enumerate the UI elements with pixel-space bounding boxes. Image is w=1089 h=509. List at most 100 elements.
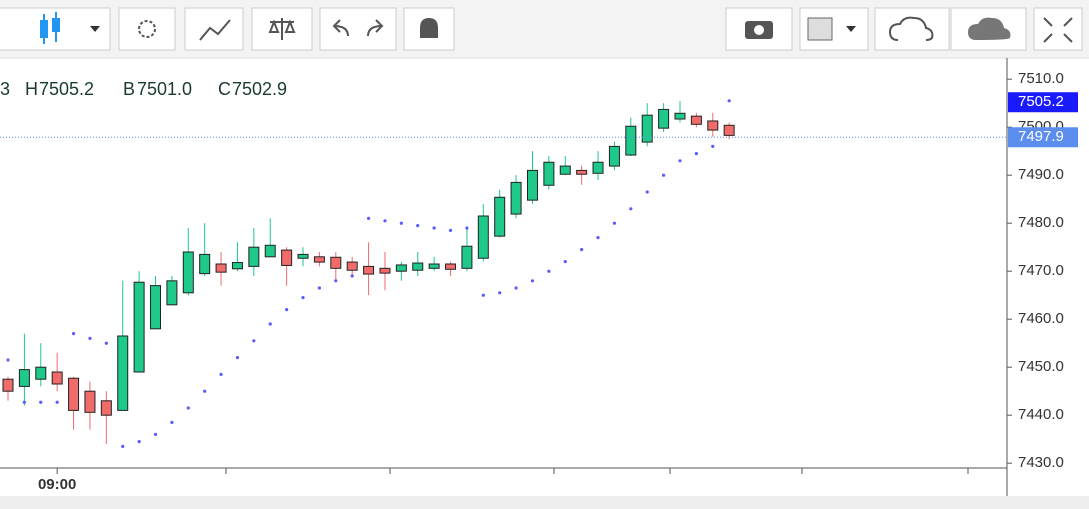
- undo-icon: [332, 19, 349, 37]
- sar-dot: [334, 279, 338, 283]
- compare-button[interactable]: [251, 7, 313, 51]
- dropdown-arrow: [846, 26, 856, 32]
- sar-dot: [629, 207, 633, 211]
- settings-button[interactable]: [118, 7, 176, 51]
- sar-dot: [39, 400, 43, 404]
- y-tick-label: 7470.0: [1018, 262, 1064, 279]
- candle-body: [559, 165, 571, 175]
- sar-dot: [563, 260, 567, 264]
- scale-icon: [268, 18, 296, 40]
- price-tag: [1008, 127, 1078, 148]
- sar-dot: [399, 221, 403, 225]
- candle-body: [150, 285, 162, 330]
- sar-dot: [366, 216, 371, 220]
- readout-label: H: [25, 79, 38, 99]
- y-tick-label: 7510.0: [1018, 70, 1064, 87]
- sar-dot: [317, 286, 322, 290]
- candle-body: [117, 335, 129, 411]
- color-swatch: [807, 17, 833, 41]
- candle-body: [461, 245, 473, 269]
- candle-body: [543, 161, 555, 186]
- sar-dot: [252, 339, 256, 343]
- sar-dot: [203, 389, 207, 393]
- candle-body: [199, 253, 211, 275]
- dropdown-arrow: [90, 26, 100, 32]
- candle-body: [412, 262, 424, 271]
- candle-body: [625, 125, 637, 156]
- sar-dot: [612, 221, 617, 225]
- cloud-download-icon: [888, 16, 934, 41]
- candle-body: [608, 145, 620, 167]
- sar-dot: [416, 224, 420, 228]
- sar-dot: [694, 152, 698, 156]
- sar-dot: [121, 444, 125, 448]
- readout-label: B: [123, 79, 135, 99]
- sar-dot: [678, 159, 682, 163]
- candle-body: [674, 112, 686, 120]
- sar-dot: [596, 236, 600, 240]
- load-button[interactable]: [874, 7, 950, 51]
- candle-body: [395, 264, 407, 272]
- sar-dot: [645, 190, 649, 194]
- time-axis-ticks: [225, 468, 969, 474]
- sar-dot: [383, 219, 387, 223]
- sar-dot: [711, 144, 715, 148]
- candle-body: [281, 249, 293, 266]
- undo-redo-button[interactable]: [319, 7, 397, 51]
- candle-icon: [40, 12, 60, 44]
- candle-body: [84, 390, 96, 413]
- readout-value: 7501.0: [137, 79, 192, 99]
- candle-body: [297, 253, 309, 259]
- price-tag-label: 7505.2: [1018, 93, 1064, 110]
- candle-body: [215, 263, 227, 273]
- sar-dot: [301, 296, 305, 300]
- sar-dot: [662, 173, 666, 177]
- sar-dot: [22, 400, 26, 404]
- readout-value: 7505.2: [39, 79, 94, 99]
- candle-body: [641, 114, 653, 143]
- fullscreen-button[interactable]: [1033, 7, 1083, 51]
- sar-dot: [727, 99, 731, 103]
- candle-body: [494, 196, 506, 237]
- candle-body: [707, 120, 719, 131]
- candle-body: [18, 369, 30, 387]
- candle-body: [313, 256, 325, 263]
- sar-dot: [530, 279, 535, 283]
- y-tick-label: 7450.0: [1018, 358, 1064, 375]
- indicators-button[interactable]: [184, 7, 244, 51]
- cloud-upload-icon: [968, 17, 1011, 40]
- candle-body: [658, 108, 670, 129]
- candle-body: [35, 366, 47, 380]
- candle-body: [428, 263, 440, 269]
- candle-body: [510, 181, 522, 215]
- price-tag: [1008, 92, 1078, 113]
- candle-body: [379, 267, 391, 274]
- sar-dot: [71, 332, 76, 336]
- sar-dot: [448, 228, 453, 232]
- y-tick-label: 7490.0: [1018, 166, 1064, 183]
- sar-dot: [580, 248, 584, 252]
- readout-value: 7502.9: [232, 79, 287, 99]
- candle-body: [231, 262, 243, 270]
- sar-dot: [137, 440, 141, 444]
- sar-dot: [153, 432, 158, 436]
- readout-label: 3: [0, 79, 10, 99]
- candle-body: [592, 161, 604, 174]
- sar-dot: [498, 291, 502, 295]
- candle-body: [477, 215, 489, 259]
- x-tick-label: 09:00: [38, 476, 76, 493]
- indicator-icon: [199, 19, 231, 41]
- y-tick-label: 7430.0: [1018, 454, 1064, 471]
- candle-body: [363, 265, 375, 275]
- sar-dot: [514, 286, 518, 290]
- candle-body: [526, 169, 538, 201]
- candle-body: [330, 256, 342, 269]
- price-tag-label: 7497.9: [1018, 128, 1064, 145]
- sar-dot: [268, 322, 272, 326]
- readout-label: C: [218, 79, 231, 99]
- sar-dot: [88, 336, 92, 340]
- sar-dot: [465, 226, 469, 230]
- bell-icon: [420, 18, 438, 38]
- candle-body: [182, 251, 194, 294]
- sar-dot: [104, 341, 108, 345]
